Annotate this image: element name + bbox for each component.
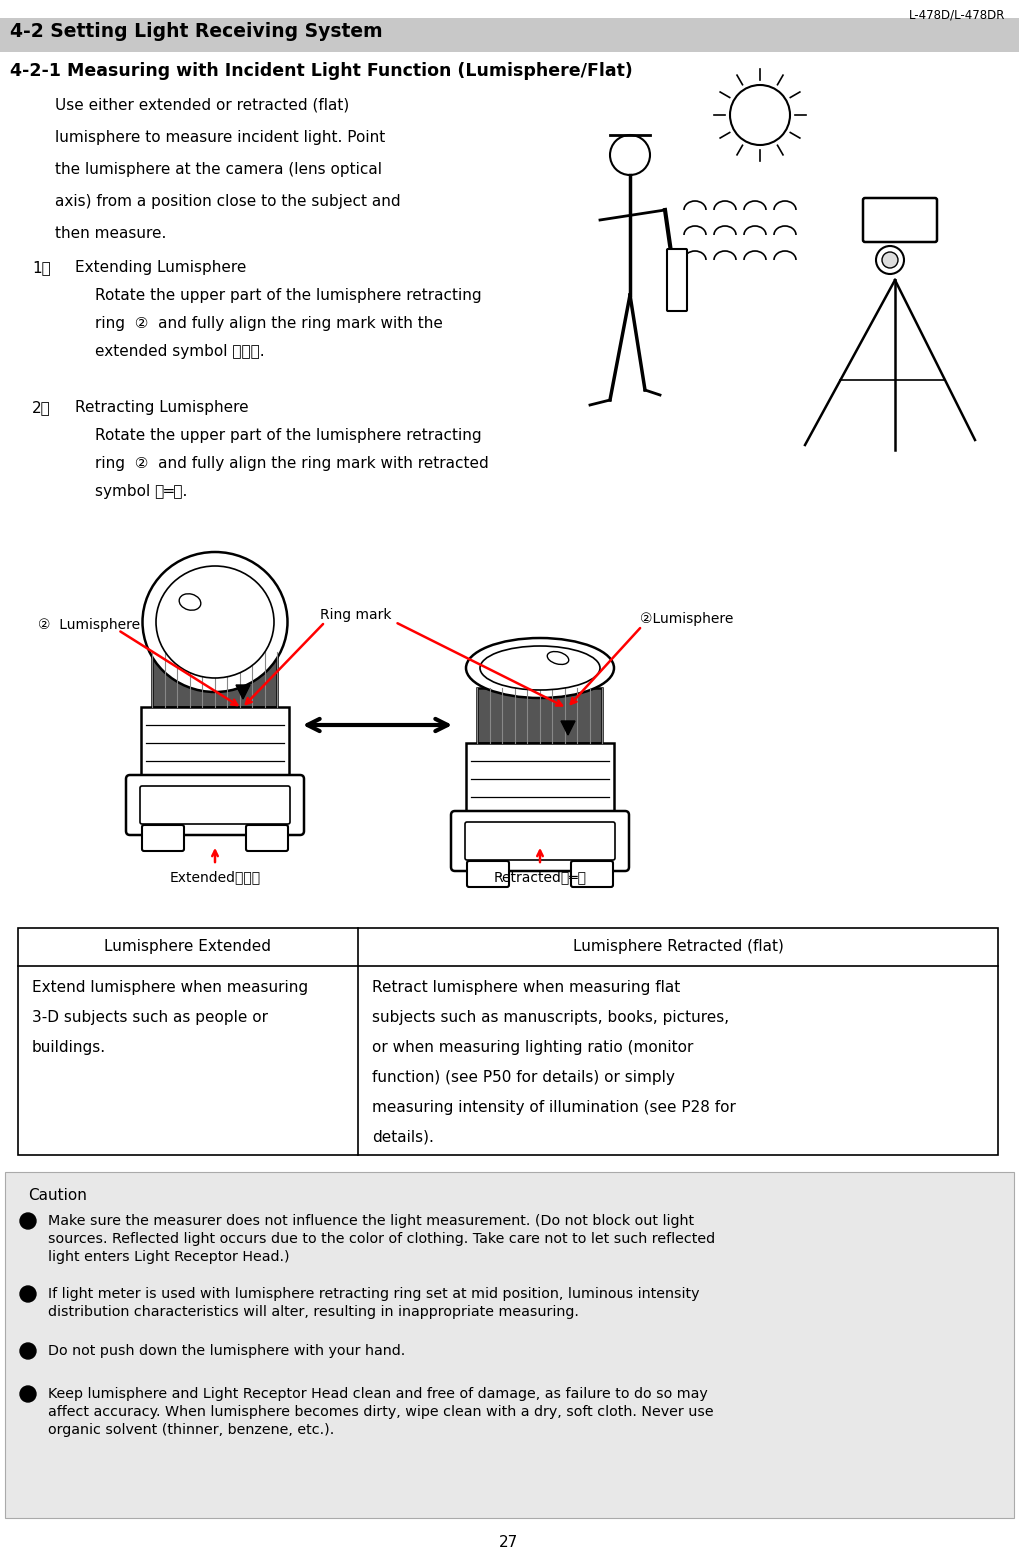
Text: 4-2-1 Measuring with Incident Light Function (Lumisphere/Flat): 4-2-1 Measuring with Incident Light Func… bbox=[10, 62, 633, 81]
Circle shape bbox=[610, 135, 650, 175]
Text: symbol （═）.: symbol （═）. bbox=[95, 485, 187, 499]
Text: Caution: Caution bbox=[28, 1188, 87, 1204]
Text: Retracting Lumisphere: Retracting Lumisphere bbox=[75, 401, 249, 415]
Text: Ring mark: Ring mark bbox=[320, 609, 391, 623]
Text: 4-2 Setting Light Receiving System: 4-2 Setting Light Receiving System bbox=[10, 22, 382, 40]
Text: or when measuring lighting ratio (monitor: or when measuring lighting ratio (monito… bbox=[372, 1041, 693, 1054]
Text: lumisphere to measure incident light. Point: lumisphere to measure incident light. Po… bbox=[55, 130, 385, 144]
Circle shape bbox=[882, 252, 898, 269]
FancyBboxPatch shape bbox=[18, 929, 998, 1155]
FancyBboxPatch shape bbox=[466, 742, 614, 815]
Text: function) (see P50 for details) or simply: function) (see P50 for details) or simpl… bbox=[372, 1070, 675, 1086]
Text: Retracted（═）: Retracted（═） bbox=[493, 870, 587, 884]
FancyBboxPatch shape bbox=[141, 707, 289, 780]
Text: measuring intensity of illumination (see P28 for: measuring intensity of illumination (see… bbox=[372, 1100, 736, 1115]
Ellipse shape bbox=[143, 551, 287, 693]
Text: 2）: 2） bbox=[32, 401, 51, 415]
Text: extended symbol （⩣）.: extended symbol （⩣）. bbox=[95, 345, 265, 359]
FancyBboxPatch shape bbox=[140, 786, 290, 825]
Text: Extended（⩣）: Extended（⩣） bbox=[169, 870, 261, 884]
FancyBboxPatch shape bbox=[142, 825, 184, 851]
Text: the lumisphere at the camera (lens optical: the lumisphere at the camera (lens optic… bbox=[55, 162, 382, 177]
Ellipse shape bbox=[480, 646, 600, 690]
Text: L-478D/L-478DR: L-478D/L-478DR bbox=[909, 8, 1005, 22]
Text: Make sure the measurer does not influence the light measurement. (Do not block o: Make sure the measurer does not influenc… bbox=[48, 1214, 715, 1264]
FancyBboxPatch shape bbox=[5, 1173, 1014, 1517]
Text: ②  Lumisphere: ② Lumisphere bbox=[38, 618, 141, 632]
Text: axis) from a position close to the subject and: axis) from a position close to the subje… bbox=[55, 194, 400, 210]
FancyBboxPatch shape bbox=[667, 248, 687, 311]
Text: ring  ②  and fully align the ring mark with retracted: ring ② and fully align the ring mark wit… bbox=[95, 457, 489, 471]
FancyBboxPatch shape bbox=[246, 825, 288, 851]
Circle shape bbox=[20, 1286, 36, 1301]
Circle shape bbox=[730, 85, 790, 144]
Text: subjects such as manuscripts, books, pictures,: subjects such as manuscripts, books, pic… bbox=[372, 1009, 730, 1025]
Circle shape bbox=[876, 245, 904, 273]
FancyBboxPatch shape bbox=[451, 811, 629, 871]
FancyBboxPatch shape bbox=[863, 197, 937, 242]
Circle shape bbox=[20, 1213, 36, 1228]
FancyBboxPatch shape bbox=[571, 860, 613, 887]
Circle shape bbox=[20, 1343, 36, 1359]
Ellipse shape bbox=[156, 565, 274, 679]
Text: ②Lumisphere: ②Lumisphere bbox=[640, 612, 734, 626]
Text: 27: 27 bbox=[499, 1534, 519, 1550]
Ellipse shape bbox=[466, 638, 614, 697]
Text: Use either extended or retracted (flat): Use either extended or retracted (flat) bbox=[55, 98, 350, 113]
FancyBboxPatch shape bbox=[153, 652, 277, 707]
Text: Do not push down the lumisphere with your hand.: Do not push down the lumisphere with you… bbox=[48, 1343, 406, 1357]
Polygon shape bbox=[236, 685, 250, 699]
FancyBboxPatch shape bbox=[478, 688, 602, 742]
FancyBboxPatch shape bbox=[126, 775, 304, 836]
Text: buildings.: buildings. bbox=[32, 1041, 106, 1054]
Text: ring  ②  and fully align the ring mark with the: ring ② and fully align the ring mark wit… bbox=[95, 315, 443, 331]
Text: Extending Lumisphere: Extending Lumisphere bbox=[75, 259, 247, 275]
Text: Keep lumisphere and Light Receptor Head clean and free of damage, as failure to : Keep lumisphere and Light Receptor Head … bbox=[48, 1387, 713, 1438]
Text: Extend lumisphere when measuring: Extend lumisphere when measuring bbox=[32, 980, 308, 995]
Text: Lumisphere Retracted (flat): Lumisphere Retracted (flat) bbox=[573, 940, 784, 955]
Text: Retract lumisphere when measuring flat: Retract lumisphere when measuring flat bbox=[372, 980, 681, 995]
Text: Rotate the upper part of the lumisphere retracting: Rotate the upper part of the lumisphere … bbox=[95, 429, 482, 443]
Text: then measure.: then measure. bbox=[55, 227, 166, 241]
Ellipse shape bbox=[547, 652, 569, 665]
FancyBboxPatch shape bbox=[0, 19, 1019, 51]
Text: 1）: 1） bbox=[32, 259, 51, 275]
Ellipse shape bbox=[179, 593, 201, 610]
Circle shape bbox=[20, 1385, 36, 1402]
Text: details).: details). bbox=[372, 1131, 434, 1145]
FancyBboxPatch shape bbox=[465, 822, 615, 860]
Text: Lumisphere Extended: Lumisphere Extended bbox=[105, 940, 271, 955]
FancyBboxPatch shape bbox=[467, 860, 510, 887]
Text: 3-D subjects such as people or: 3-D subjects such as people or bbox=[32, 1009, 268, 1025]
Text: If light meter is used with lumisphere retracting ring set at mid position, lumi: If light meter is used with lumisphere r… bbox=[48, 1287, 699, 1318]
Polygon shape bbox=[561, 721, 575, 735]
Text: Rotate the upper part of the lumisphere retracting: Rotate the upper part of the lumisphere … bbox=[95, 287, 482, 303]
